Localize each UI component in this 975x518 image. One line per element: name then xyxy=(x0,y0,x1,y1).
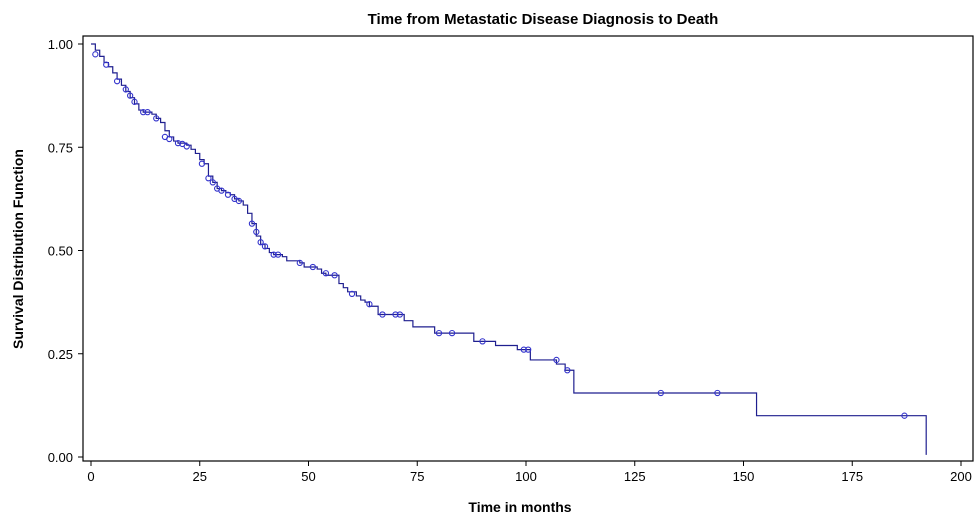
y-tick-label: 0.25 xyxy=(48,347,73,362)
censor-marker xyxy=(198,160,206,167)
censor-marker xyxy=(448,329,456,337)
censor-marker xyxy=(296,259,303,267)
censor-marker xyxy=(253,228,260,236)
censor-marker xyxy=(248,220,256,227)
censor-marker xyxy=(257,239,264,246)
censor-marker xyxy=(183,143,190,150)
chart-title: Time from Metastatic Disease Diagnosis t… xyxy=(368,11,719,28)
censor-marker xyxy=(126,92,134,99)
censor-marker xyxy=(901,412,908,419)
censor-marker xyxy=(174,139,182,147)
y-tick-label: 0.00 xyxy=(48,450,73,465)
censor-marker xyxy=(379,311,386,318)
x-tick-label: 150 xyxy=(733,469,755,484)
censor-marker xyxy=(322,270,330,277)
censor-markers xyxy=(92,51,908,419)
x-tick-label: 100 xyxy=(515,469,537,484)
x-tick-label: 125 xyxy=(624,469,646,484)
x-axis: 0 25 50 75 100 125 150 175 200 xyxy=(87,461,972,484)
censor-marker xyxy=(366,301,373,308)
censor-marker xyxy=(392,311,399,318)
y-tick-label: 0.50 xyxy=(48,244,73,259)
x-tick-label: 200 xyxy=(950,469,972,484)
censor-marker xyxy=(331,272,338,279)
censor-marker xyxy=(140,108,147,116)
censor-marker xyxy=(564,367,571,374)
censor-marker xyxy=(209,179,216,186)
censor-marker xyxy=(435,329,443,337)
survival-curve xyxy=(91,43,927,455)
censor-marker xyxy=(479,338,486,345)
x-tick-label: 175 xyxy=(841,469,863,484)
censor-marker xyxy=(348,290,356,298)
censor-marker xyxy=(218,187,225,194)
censor-marker xyxy=(92,51,99,58)
censor-marker xyxy=(274,251,282,258)
censor-marker xyxy=(122,86,129,93)
censor-marker xyxy=(396,311,403,318)
censor-marker xyxy=(553,356,560,364)
censor-marker xyxy=(103,61,110,68)
censor-marker xyxy=(224,191,232,198)
x-tick-label: 50 xyxy=(301,469,315,484)
censor-marker xyxy=(144,108,151,116)
x-tick-label: 75 xyxy=(410,469,424,484)
censor-marker xyxy=(235,197,243,205)
censor-marker xyxy=(525,346,532,353)
censor-marker xyxy=(309,263,316,271)
y-tick-label: 1.00 xyxy=(48,37,73,52)
censor-marker xyxy=(657,389,664,397)
x-tick-label: 0 xyxy=(87,469,94,484)
censor-marker xyxy=(270,251,277,258)
censor-marker xyxy=(205,175,212,182)
plot-frame xyxy=(82,35,974,462)
censor-marker xyxy=(131,98,138,105)
censor-marker xyxy=(113,78,121,85)
censor-marker xyxy=(166,135,173,143)
y-axis: 0.00 0.25 0.50 0.75 1.00 xyxy=(48,37,83,465)
censor-marker xyxy=(261,243,269,250)
y-tick-label: 0.75 xyxy=(48,140,73,155)
censor-marker xyxy=(714,389,721,397)
censor-marker xyxy=(520,346,527,353)
y-axis-label: Survival Distribution Function xyxy=(10,149,26,349)
x-axis-label: Time in months xyxy=(468,499,571,515)
censor-marker xyxy=(153,115,160,122)
x-tick-label: 25 xyxy=(193,469,207,484)
